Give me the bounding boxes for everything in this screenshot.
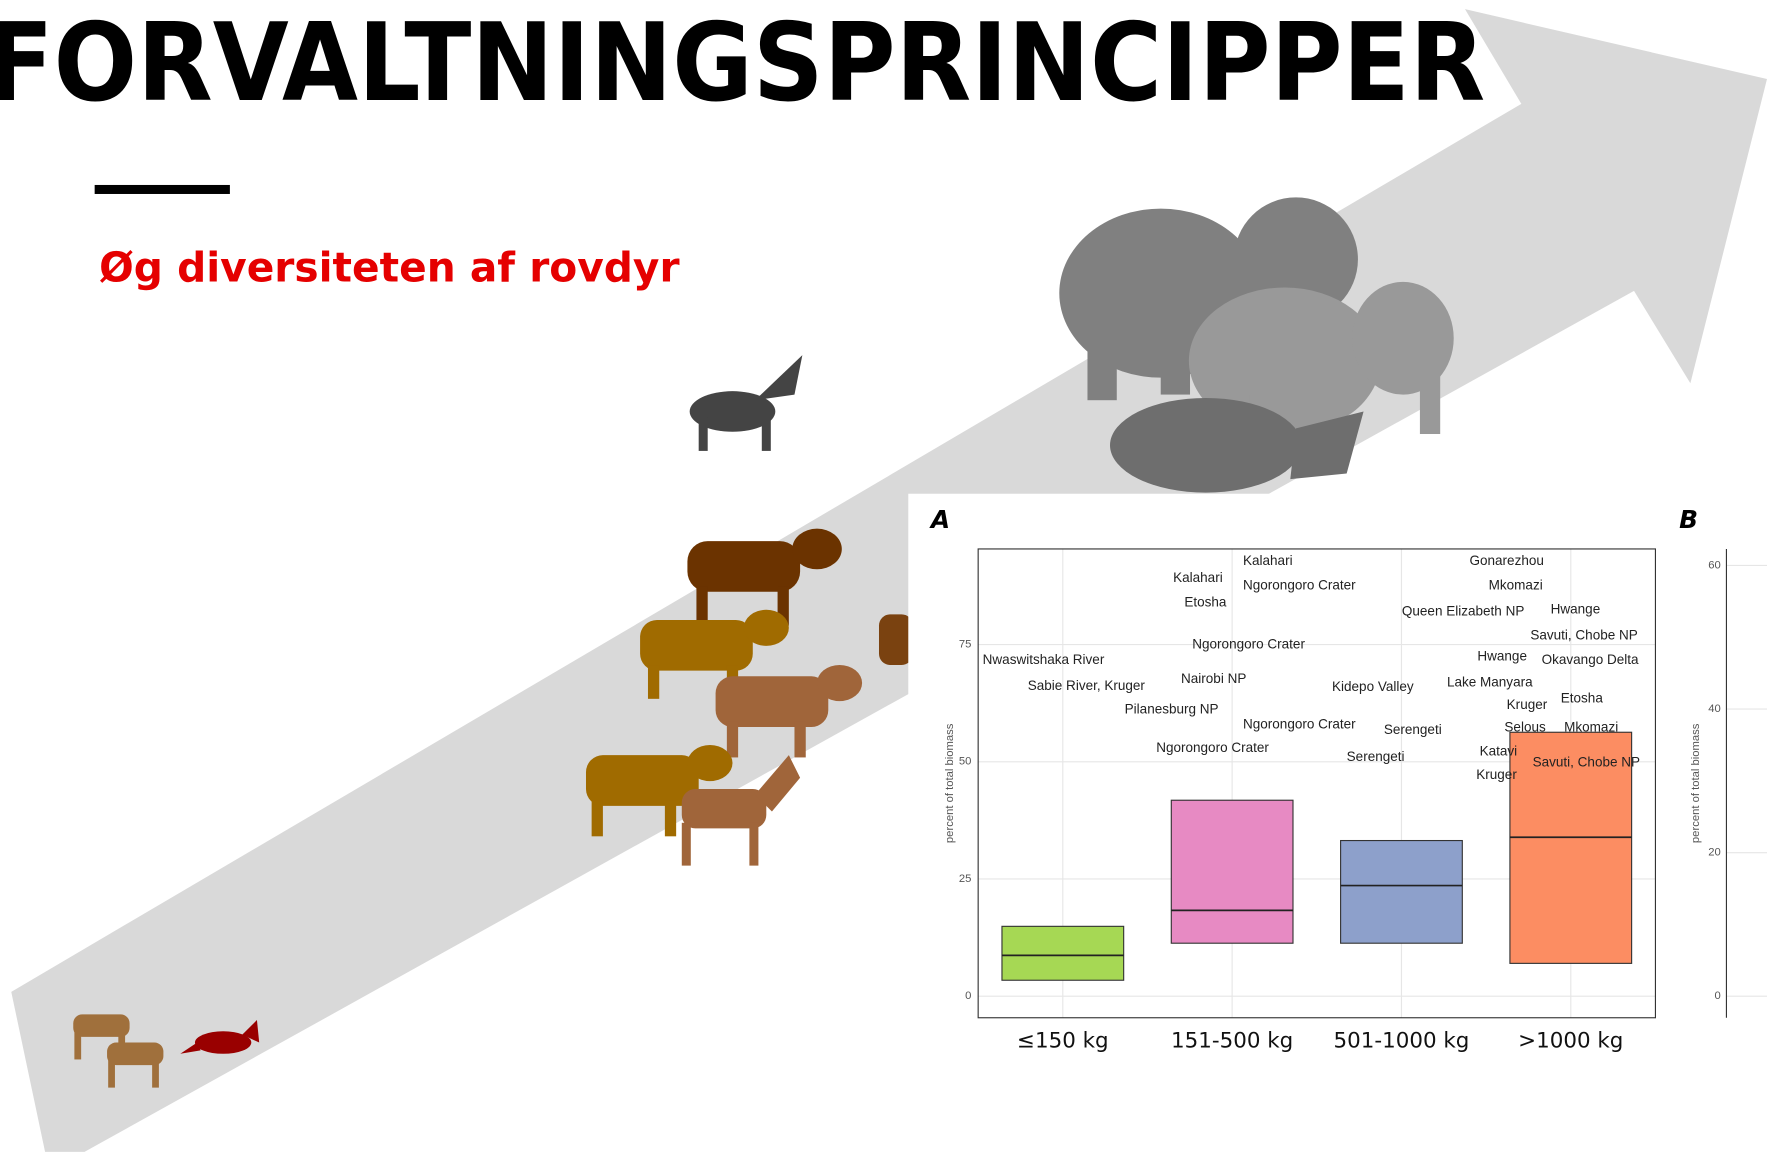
annotation: Mkomazi — [1489, 578, 1543, 593]
page: {"header": {"title": "FORVALTNINGSPRINCI… — [0, 0, 1767, 1152]
y-axis-label: percent of total biomass — [1690, 723, 1702, 843]
annotation: Selous — [1504, 720, 1546, 735]
annotation: Etosha — [1561, 690, 1604, 705]
annotation: Savuti, Chobe NP — [1530, 627, 1637, 642]
y-tick-label: 0 — [965, 990, 971, 1002]
annotation: Gonarezhou — [1469, 553, 1543, 568]
annotation: Mkomazi — [1564, 720, 1618, 735]
box — [1002, 926, 1124, 980]
annotation: Sabie River, Kruger — [1028, 678, 1146, 693]
annotation: Ngorongoro Crater — [1243, 716, 1356, 731]
annotation: Hwange — [1477, 649, 1527, 664]
x-tick-label: ≤150 kg — [1017, 1028, 1109, 1053]
annotation: Okavango Delta — [1542, 652, 1639, 667]
annotation: Hwange — [1551, 601, 1601, 616]
y-tick-label: 25 — [959, 873, 972, 885]
annotation: Kruger — [1507, 697, 1548, 712]
annotation: Ngorongoro Crater — [1192, 636, 1305, 651]
annotation: Katavi — [1480, 743, 1518, 758]
y-tick-label: 20 — [1708, 847, 1721, 859]
x-tick-label: >1000 kg — [1518, 1028, 1623, 1053]
y-tick-label: 75 — [959, 639, 972, 651]
annotation: Ngorongoro Crater — [1156, 740, 1269, 755]
y-tick-label: 0 — [1715, 990, 1721, 1002]
annotation: Kalahari — [1243, 553, 1293, 568]
x-tick-label: 151-500 kg — [1171, 1028, 1293, 1053]
annotation: Nwaswitshaka River — [983, 652, 1105, 667]
annotation: Serengeti — [1384, 722, 1442, 737]
panel-label: A — [929, 505, 950, 534]
y-axis-label: percent of total biomass — [944, 723, 956, 843]
title-rule — [95, 185, 230, 194]
box — [1171, 800, 1293, 943]
annotation: Etosha — [1184, 595, 1227, 610]
subtitle: Øg diversiteten af rovdyr — [99, 244, 679, 292]
x-tick-label: 501-1000 kg — [1334, 1028, 1470, 1053]
annotation: Serengeti — [1347, 749, 1405, 764]
slide: FORVALTNINGSPRINCIPPER Øg diversiteten a… — [0, 0, 1767, 1152]
annotation: Savuti, Chobe NP — [1533, 755, 1640, 770]
y-tick-label: 50 — [959, 756, 972, 768]
y-tick-label: 60 — [1708, 559, 1721, 571]
title: FORVALTNINGSPRINCIPPER — [0, 0, 1485, 126]
annotation: Kruger — [1476, 767, 1517, 782]
annotation: Kalahari — [1173, 570, 1223, 585]
annotation: Pilanesburg NP — [1125, 702, 1219, 717]
annotation: Kidepo Valley — [1332, 679, 1414, 694]
annotation: Lake Manyara — [1447, 675, 1533, 690]
box — [1341, 841, 1463, 944]
annotation: Queen Elizabeth NP — [1402, 604, 1524, 619]
annotation: Ngorongoro Crater — [1243, 578, 1356, 593]
panel-label: B — [1679, 505, 1698, 534]
annotation: Nairobi NP — [1181, 671, 1246, 686]
y-tick-label: 40 — [1708, 703, 1721, 715]
